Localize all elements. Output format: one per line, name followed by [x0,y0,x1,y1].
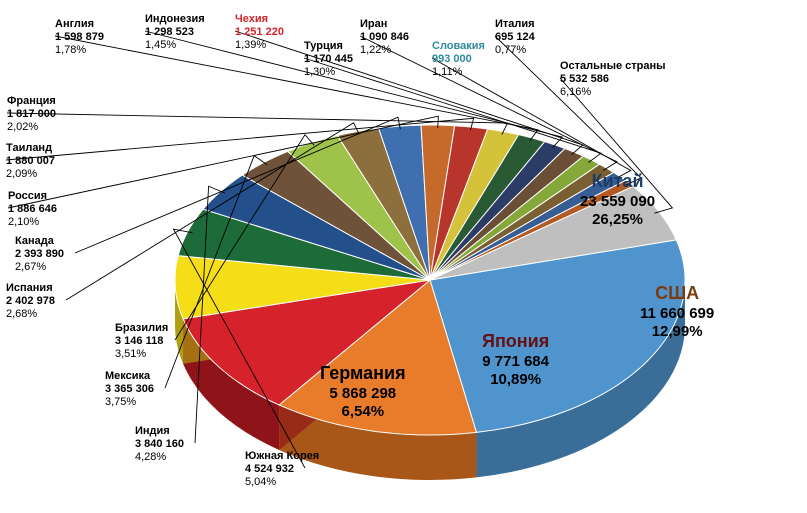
label-value: 1 817 000 [7,108,56,121]
label-value: 1 886 646 [8,203,57,216]
label-india: Индия3 840 1604,28% [135,425,184,465]
label-value: 4 524 932 [245,463,319,476]
label-iran: Иран1 090 8461,22% [360,18,409,58]
label-name: Франция [7,95,56,108]
label-name: Германия [320,362,406,385]
label-pct: 1,11% [432,66,485,79]
label-pct: 1,39% [235,39,284,52]
label-value: 11 660 699 [640,305,714,324]
label-value: 993 000 [432,53,485,66]
label-name: Испания [6,282,55,295]
label-name: Россия [8,190,57,203]
label-thailand: Таиланд1 880 0072,09% [6,142,55,182]
label-spain: Испания2 402 9782,68% [6,282,55,322]
label-france: Франция1 817 0002,02% [7,95,56,135]
label-china: Китай23 559 09026,25% [580,170,655,230]
label-pct: 3,51% [115,348,168,361]
label-name: Бразилия [115,322,168,335]
label-pct: 0,77% [495,44,535,57]
label-name: Южная Корея [245,450,319,463]
label-italy: Италия695 1240,77% [495,18,535,58]
label-turkey: Турция1 170 4451,30% [304,40,353,80]
label-canada: Канада2 393 8902,67% [15,235,64,275]
label-england: Англия1 598 8791,78% [55,18,104,58]
label-value: 1 880 007 [6,155,55,168]
label-pct: 1,78% [55,44,104,57]
label-value: 5 868 298 [320,385,406,404]
label-pct: 2,02% [7,121,56,134]
label-usa: США11 660 69912,99% [640,282,714,342]
label-pct: 2,67% [15,261,64,274]
label-name: Индия [135,425,184,438]
label-pct: 4,28% [135,451,184,464]
label-pct: 2,09% [6,168,55,181]
label-value: 1 251 220 [235,26,284,39]
label-name: Словакия [432,40,485,53]
label-value: 1 170 445 [304,53,353,66]
label-pct: 3,75% [105,396,154,409]
label-name: Япония [482,330,549,353]
label-skorea: Южная Корея4 524 9325,04% [245,450,319,490]
label-value: 1 598 879 [55,31,104,44]
pie-chart [0,0,807,513]
label-value: 3 365 306 [105,383,154,396]
label-pct: 6,54% [320,403,406,422]
label-brazil: Бразилия3 146 1183,51% [115,322,168,362]
label-name: Англия [55,18,104,31]
label-value: 1 298 523 [145,26,205,39]
label-value: 2 393 890 [15,248,64,261]
label-pct: 2,68% [6,308,55,321]
label-name: Таиланд [6,142,55,155]
label-value: 695 124 [495,31,535,44]
label-name: Китай [580,170,655,193]
label-name: Чехия [235,13,284,26]
label-slovakia: Словакия993 0001,11% [432,40,485,80]
label-pct: 10,89% [482,371,549,390]
label-pct: 5,04% [245,476,319,489]
label-russia: Россия1 886 6462,10% [8,190,57,230]
label-other: Остальные страны5 532 5866,16% [560,60,666,100]
label-indonesia: Индонезия1 298 5231,45% [145,13,205,53]
label-mexico: Мексика3 365 3063,75% [105,370,154,410]
label-name: Остальные страны [560,60,666,73]
label-value: 5 532 586 [560,73,666,86]
label-value: 9 771 684 [482,353,549,372]
label-pct: 2,10% [8,216,57,229]
label-value: 2 402 978 [6,295,55,308]
label-value: 3 840 160 [135,438,184,451]
label-pct: 6,16% [560,86,666,99]
label-pct: 1,30% [304,66,353,79]
label-name: Индонезия [145,13,205,26]
label-pct: 26,25% [580,211,655,230]
label-czech: Чехия1 251 2201,39% [235,13,284,53]
label-value: 1 090 846 [360,31,409,44]
label-pct: 1,22% [360,44,409,57]
label-name: Мексика [105,370,154,383]
label-pct: 1,45% [145,39,205,52]
label-value: 3 146 118 [115,335,168,348]
label-japan: Япония9 771 68410,89% [482,330,549,390]
label-name: Иран [360,18,409,31]
label-name: Канада [15,235,64,248]
label-germany: Германия5 868 2986,54% [320,362,406,422]
label-name: Италия [495,18,535,31]
label-pct: 12,99% [640,323,714,342]
label-name: Турция [304,40,353,53]
label-name: США [640,282,714,305]
label-value: 23 559 090 [580,193,655,212]
